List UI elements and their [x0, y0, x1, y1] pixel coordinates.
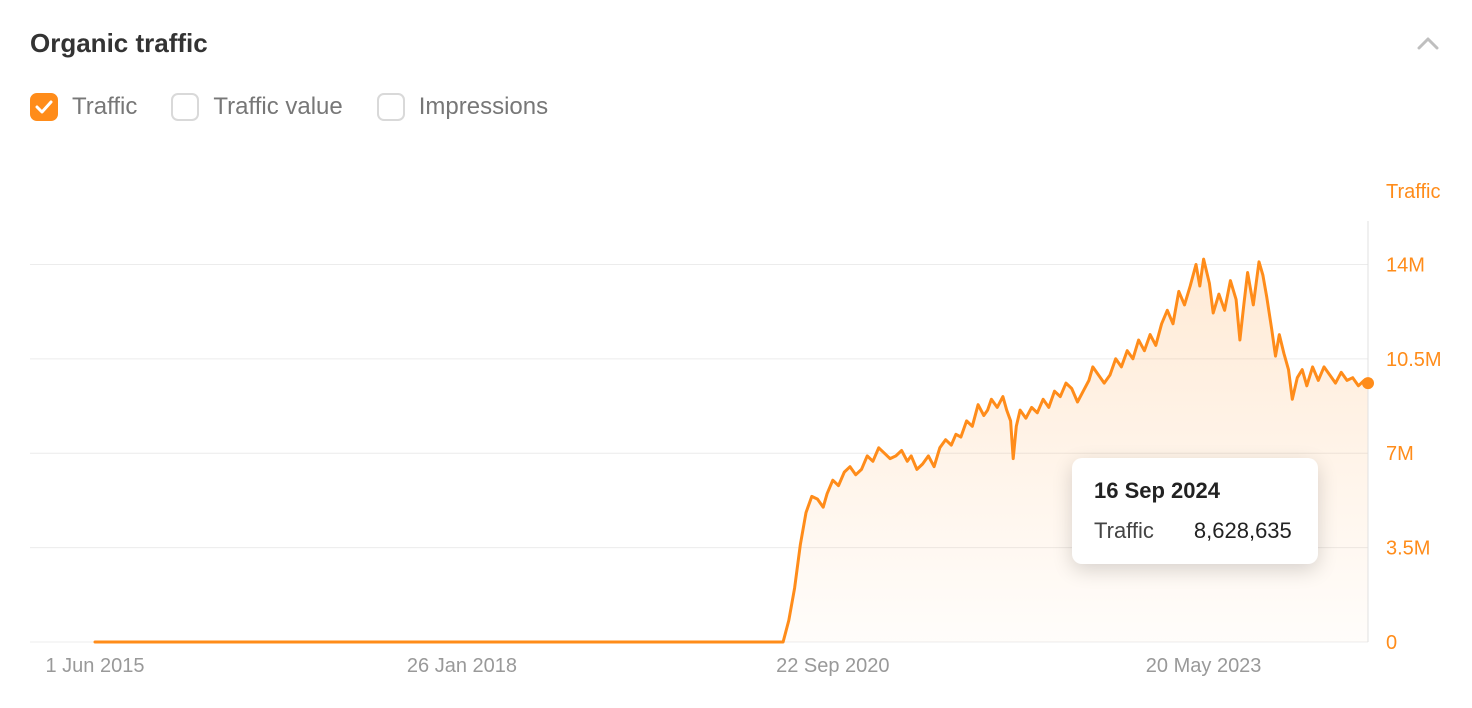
legend-item-traffic[interactable]: Traffic [30, 93, 137, 121]
page-title: Organic traffic [30, 28, 208, 59]
tooltip-date: 16 Sep 2024 [1094, 478, 1292, 504]
checkbox-icon[interactable] [171, 93, 199, 121]
y-tick-label: 7M [1386, 443, 1414, 465]
y-tick-label: 0 [1386, 632, 1397, 654]
legend-label: Traffic value [213, 93, 342, 121]
x-tick-label: 26 Jan 2018 [407, 655, 517, 677]
tooltip-metric-value: 8,628,635 [1194, 518, 1292, 544]
legend-label: Impressions [419, 93, 548, 121]
tooltip-metric-label: Traffic [1094, 518, 1154, 544]
x-tick-label: 20 May 2023 [1146, 655, 1262, 677]
chart-tooltip: 16 Sep 2024 Traffic 8,628,635 [1072, 458, 1318, 564]
x-tick-label: 22 Sep 2020 [776, 655, 889, 677]
y-tick-label: 10.5M [1386, 349, 1442, 371]
checkbox-icon[interactable] [30, 93, 58, 121]
collapse-chevron-icon[interactable] [1414, 30, 1442, 58]
legend: Traffic Traffic value Impressions [30, 93, 1442, 121]
y-axis-title: Traffic [1386, 181, 1440, 203]
legend-item-traffic-value[interactable]: Traffic value [171, 93, 342, 121]
y-tick-label: 14M [1386, 254, 1425, 276]
traffic-chart[interactable]: 0 3.5M 7M 10.5M 14M Traffic 1 Jun 2015 26 Jan 2… [30, 180, 1442, 686]
y-tick-label: 3.5M [1386, 538, 1430, 560]
legend-item-impressions[interactable]: Impressions [377, 93, 548, 121]
legend-label: Traffic [72, 93, 137, 121]
checkbox-icon[interactable] [377, 93, 405, 121]
x-tick-label: 1 Jun 2015 [45, 655, 144, 677]
